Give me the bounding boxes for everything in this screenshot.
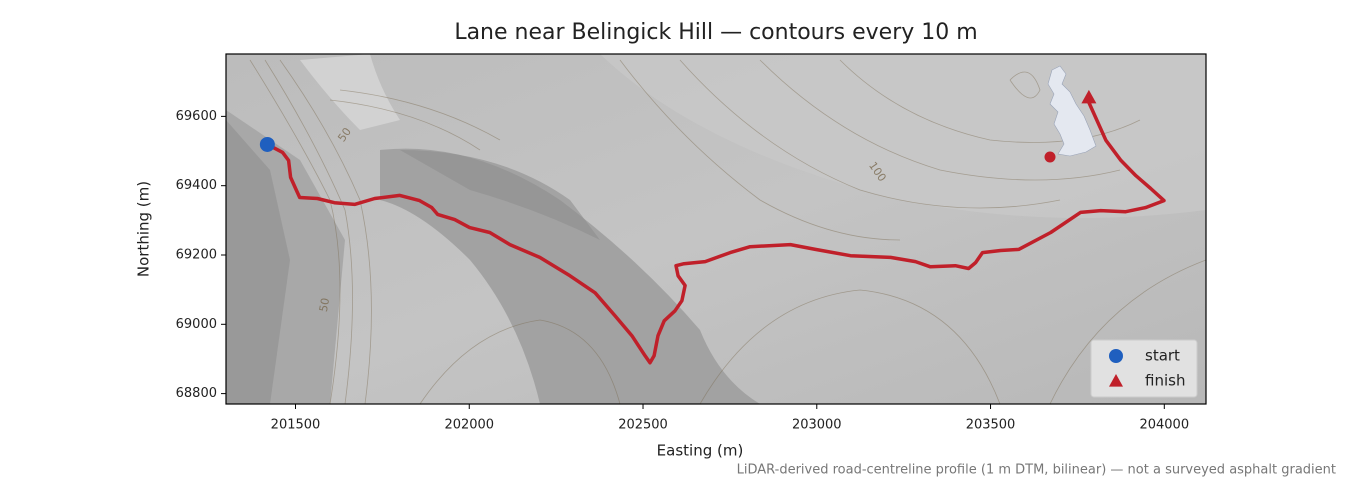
x-tick-label: 203500	[966, 418, 1016, 433]
y-tick-label: 69000	[176, 317, 217, 332]
y-tick-label: 69400	[176, 178, 217, 193]
plot-frame	[225, 53, 1207, 405]
x-tick-label: 201500	[271, 418, 321, 433]
contour-label: 50	[317, 297, 332, 313]
legend-label: finish	[1145, 372, 1185, 390]
chart-title: Lane near Belingick Hill — contours ever…	[454, 20, 977, 45]
y-axis-label: Northing (m)	[135, 181, 153, 277]
finish-marker	[1081, 89, 1097, 104]
start-marker	[259, 136, 275, 152]
x-tick-label: 203000	[792, 418, 842, 433]
start-marker	[1109, 349, 1123, 363]
y-tick-label: 69200	[176, 247, 217, 262]
x-tick-label: 202500	[618, 418, 668, 433]
y-tick-label: 68800	[176, 386, 217, 401]
x-tick-label: 204000	[1139, 418, 1189, 433]
route-line	[265, 100, 1166, 365]
legend-label: start	[1145, 347, 1180, 365]
footnote: LiDAR-derived road-centreline profile (1…	[737, 463, 1336, 478]
finish-marker	[1109, 374, 1123, 387]
x-tick-label: 202000	[444, 418, 494, 433]
x-axis-label: Easting (m)	[657, 442, 744, 460]
uk-inset	[1044, 65, 1097, 163]
y-tick-label: 69600	[176, 109, 217, 124]
